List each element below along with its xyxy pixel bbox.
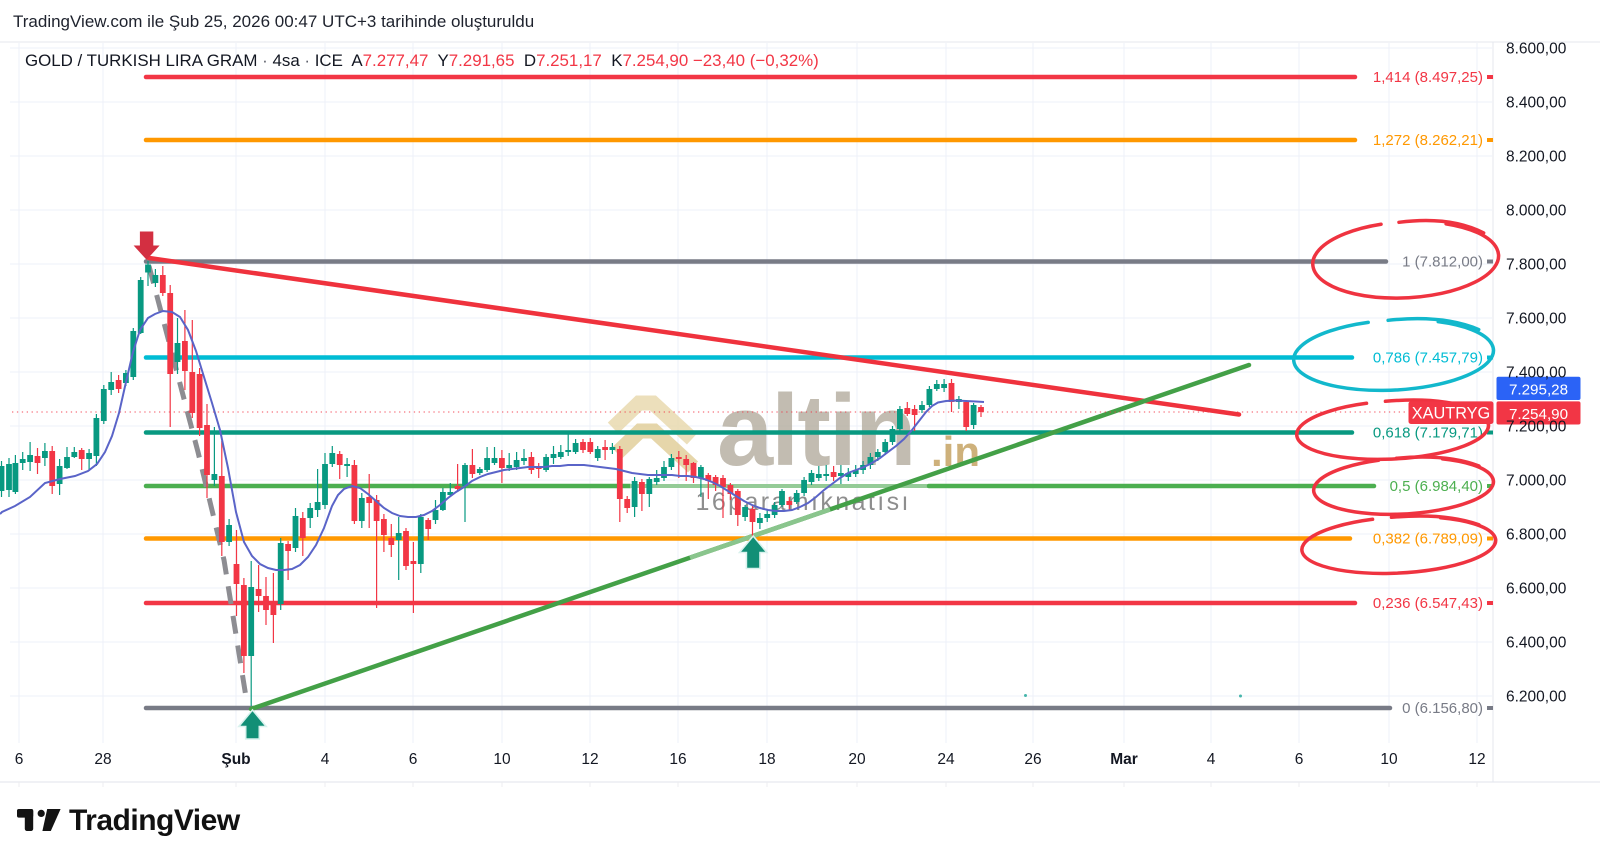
svg-text:10: 10 [1380, 751, 1398, 768]
svg-text:12: 12 [581, 751, 598, 768]
svg-text:XAUTRYG: XAUTRYG [1412, 405, 1490, 423]
svg-text:8.600,00: 8.600,00 [1506, 41, 1567, 58]
svg-text:7.800,00: 7.800,00 [1506, 257, 1567, 274]
svg-text:0,786 (7.457,79): 0,786 (7.457,79) [1373, 350, 1483, 367]
svg-text:6.200,00: 6.200,00 [1506, 689, 1567, 706]
svg-text:Şub: Şub [221, 751, 250, 768]
svg-text:Mar: Mar [1110, 751, 1138, 768]
svg-text:7.400,00: 7.400,00 [1506, 365, 1567, 382]
svg-text:20: 20 [848, 751, 866, 768]
svg-text:8.200,00: 8.200,00 [1506, 149, 1567, 166]
svg-text:6: 6 [1295, 751, 1304, 768]
svg-text:7.000,00: 7.000,00 [1506, 473, 1567, 490]
svg-text:7.600,00: 7.600,00 [1506, 311, 1567, 328]
svg-text:6: 6 [15, 751, 24, 768]
svg-text:26: 26 [1024, 751, 1041, 768]
svg-text:TradingView.com ile Şub 25, 20: TradingView.com ile Şub 25, 2026 00:47 U… [13, 12, 534, 31]
svg-text:8.400,00: 8.400,00 [1506, 95, 1567, 112]
svg-text:6: 6 [409, 751, 418, 768]
svg-text:1,414 (8.497,25): 1,414 (8.497,25) [1373, 69, 1483, 86]
svg-text:7.254,90: 7.254,90 [1509, 406, 1568, 423]
svg-text:1,272 (8.262,21): 1,272 (8.262,21) [1373, 132, 1483, 149]
svg-text:0,236 (6.547,43): 0,236 (6.547,43) [1373, 595, 1483, 612]
svg-text:6.400,00: 6.400,00 [1506, 635, 1567, 652]
svg-text:12: 12 [1468, 751, 1485, 768]
svg-text:0,382 (6.789,09): 0,382 (6.789,09) [1373, 531, 1483, 548]
svg-text:6.800,00: 6.800,00 [1506, 527, 1567, 544]
svg-text:7.200,00: 7.200,00 [1506, 419, 1567, 436]
svg-text:0,5 (6.984,40): 0,5 (6.984,40) [1390, 478, 1483, 495]
svg-text:4: 4 [321, 751, 330, 768]
svg-text:8.000,00: 8.000,00 [1506, 203, 1567, 220]
svg-text:GOLD / TURKISH LIRA GRAM · 4sa: GOLD / TURKISH LIRA GRAM · 4sa · ICE A7.… [25, 51, 819, 70]
svg-text:24: 24 [937, 751, 955, 768]
svg-text:0 (6.156,80): 0 (6.156,80) [1402, 700, 1483, 717]
svg-text:18: 18 [758, 751, 775, 768]
svg-text:7.295,28: 7.295,28 [1509, 382, 1568, 399]
svg-text:16: 16 [669, 751, 686, 768]
svg-text:0,618 (7.179,71): 0,618 (7.179,71) [1373, 425, 1483, 442]
svg-text:10: 10 [493, 751, 511, 768]
svg-text:TradingView: TradingView [69, 804, 241, 837]
svg-text:28: 28 [94, 751, 111, 768]
svg-text:1 (7.812,00): 1 (7.812,00) [1402, 254, 1483, 271]
svg-text:4: 4 [1207, 751, 1216, 768]
svg-text:6.600,00: 6.600,00 [1506, 581, 1567, 598]
